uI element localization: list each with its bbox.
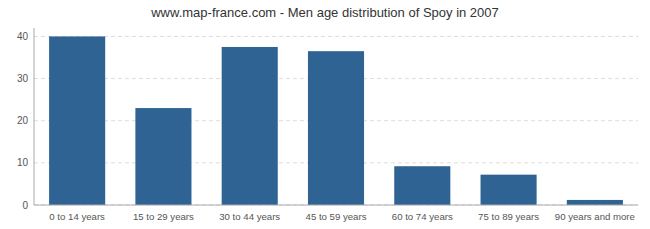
grid-line (34, 205, 638, 206)
bar (308, 51, 364, 205)
chart-container: www.map-france.com - Men age distributio… (0, 0, 650, 229)
x-tick-label: 45 to 59 years (306, 211, 367, 222)
x-tick-label: 60 to 74 years (392, 211, 453, 222)
x-tick-label: 30 to 44 years (219, 211, 280, 222)
grid (34, 36, 638, 205)
bar (49, 36, 105, 205)
y-tick-label: 40 (17, 31, 29, 42)
x-axis-line (34, 205, 638, 206)
x-tick-label: 15 to 29 years (133, 211, 194, 222)
y-tick-label: 30 (17, 73, 29, 84)
bar (135, 108, 191, 205)
chart: www.map-france.com - Men age distributio… (0, 0, 650, 229)
bar (222, 47, 278, 205)
y-tick-label: 20 (17, 115, 29, 126)
y-axis-line (34, 28, 35, 205)
y-tick-label: 0 (22, 200, 28, 211)
y-tick-label: 10 (17, 157, 29, 168)
x-tick-label: 75 to 89 years (478, 211, 539, 222)
bar (394, 166, 450, 205)
bar (481, 175, 537, 205)
grid-line (34, 36, 638, 37)
bars (49, 36, 623, 205)
bar (567, 200, 623, 205)
x-tick-label: 0 to 14 years (49, 211, 105, 222)
title: www.map-france.com - Men age distributio… (150, 5, 499, 20)
x-tick-label: 90 years and more (555, 211, 635, 222)
